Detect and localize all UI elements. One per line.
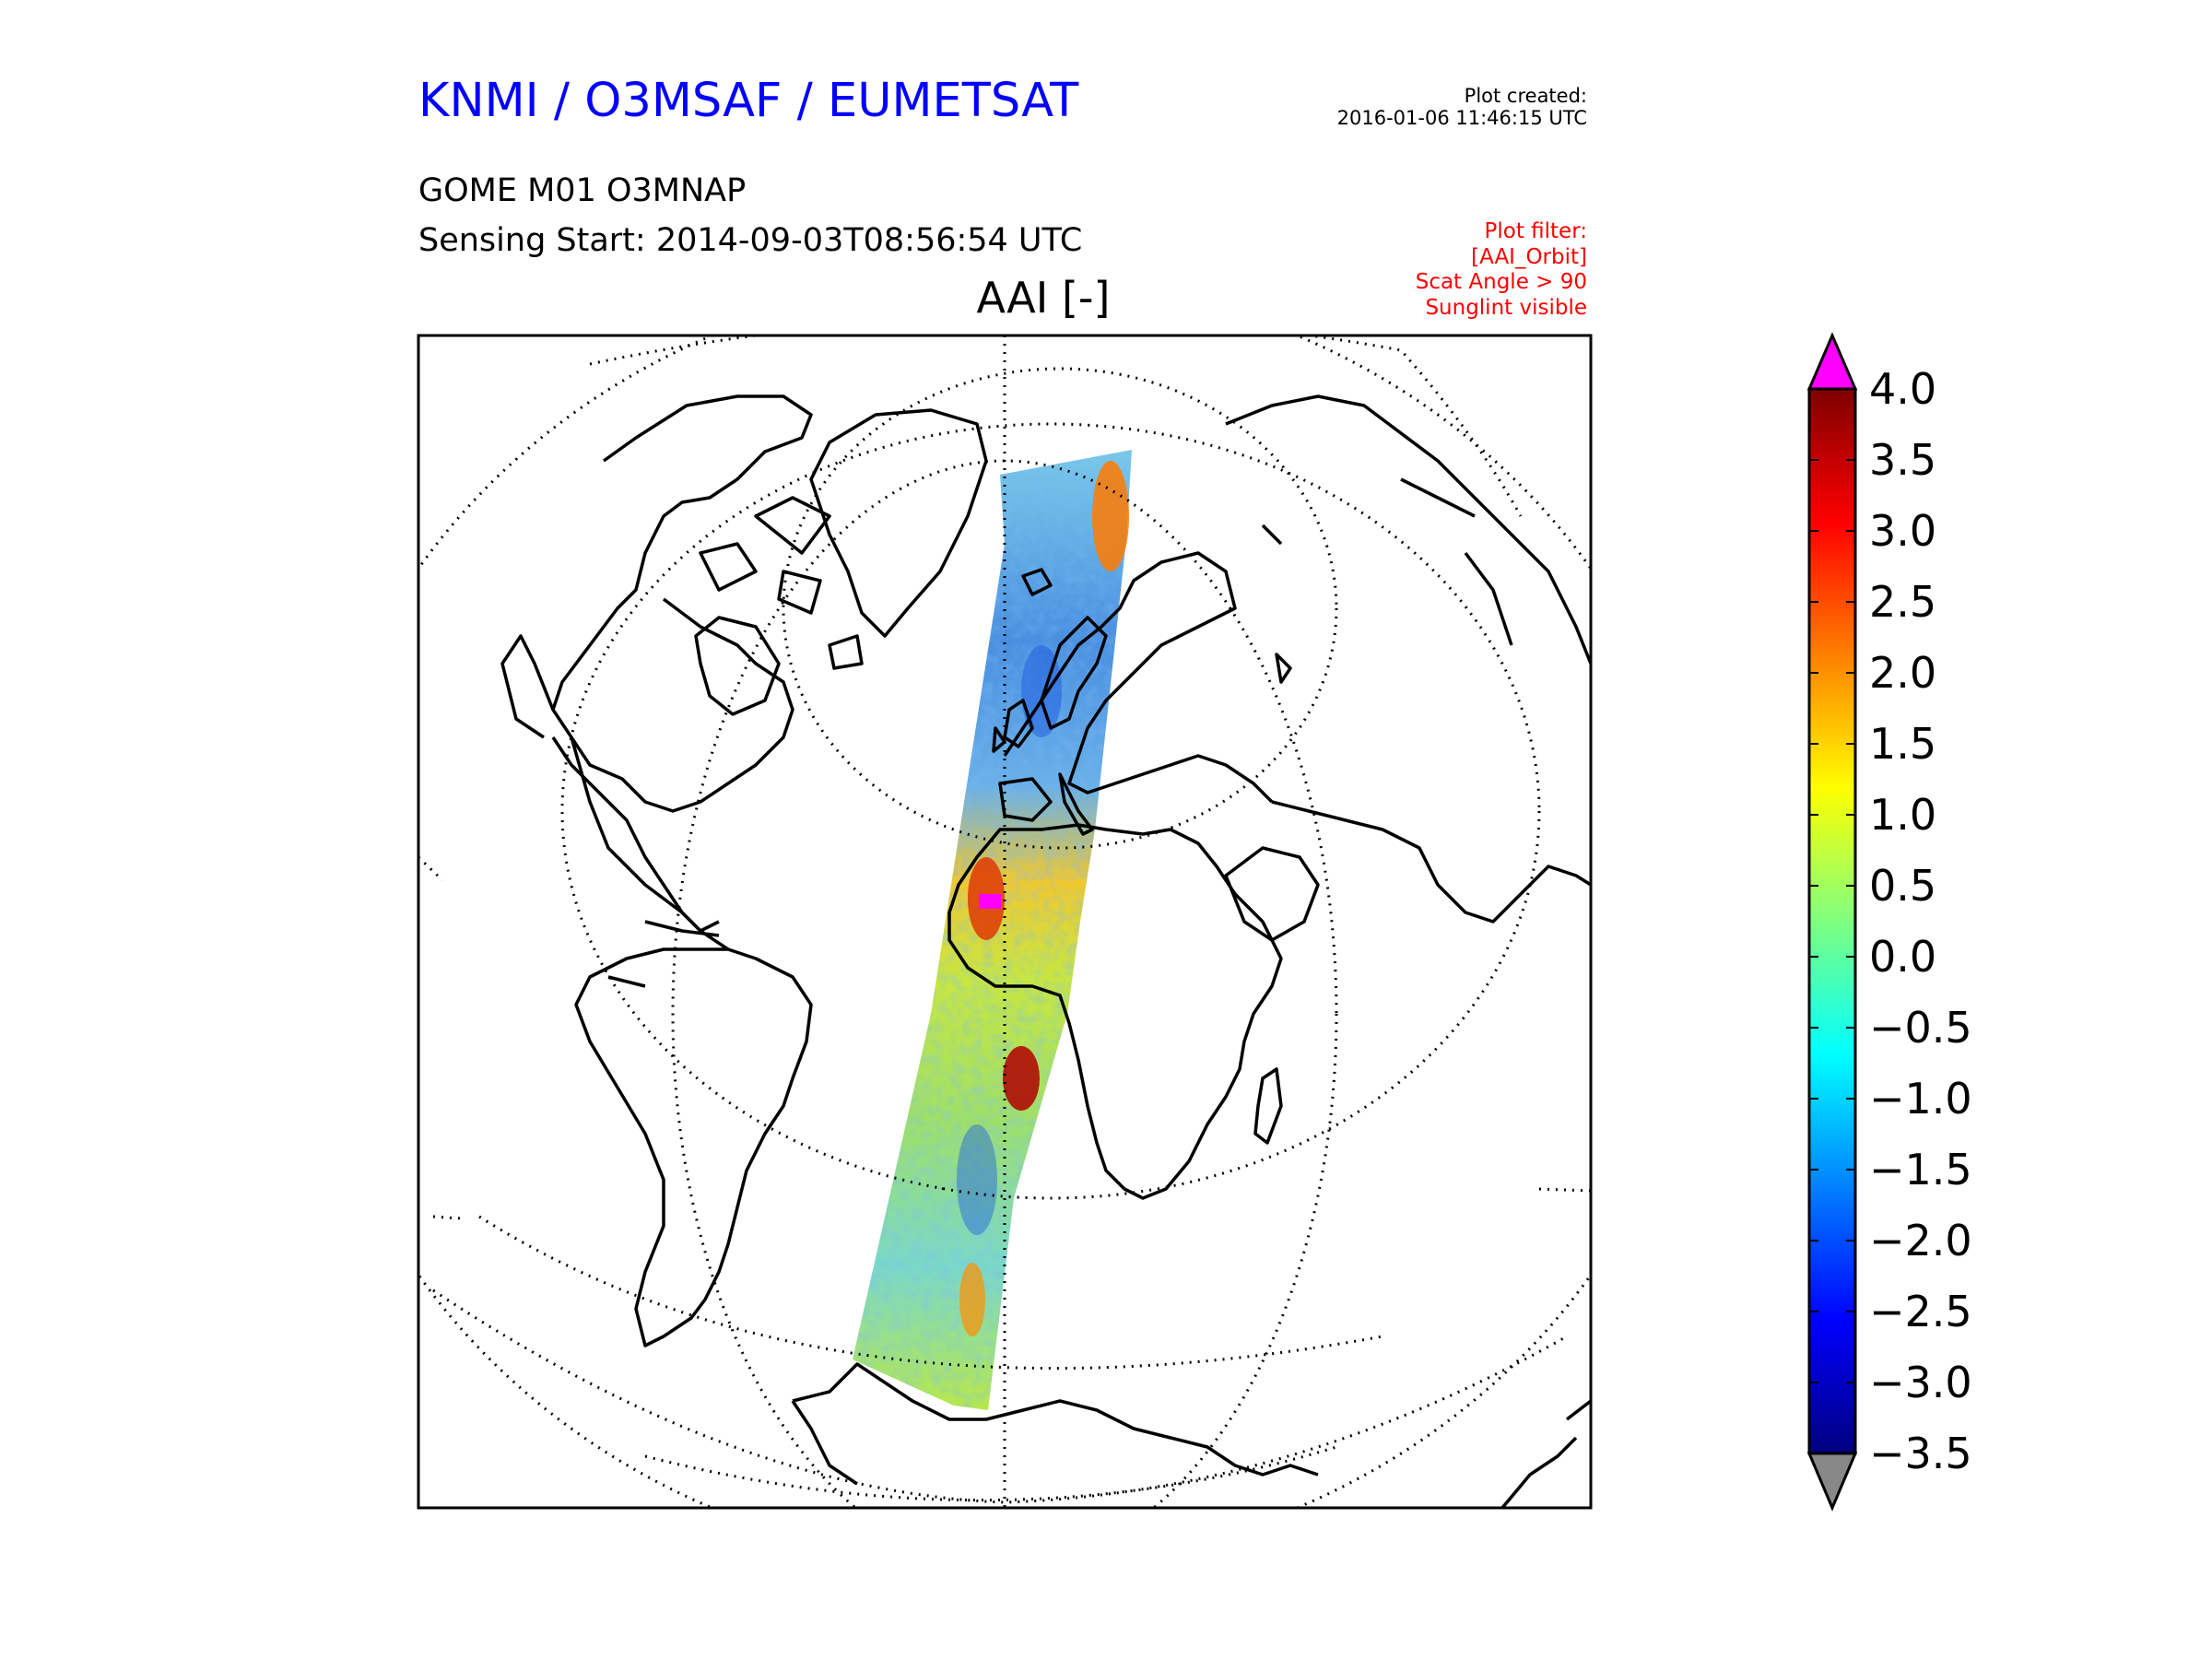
colorbar-tick-label: 0.0 — [1869, 932, 1936, 982]
north-america-coast — [551, 394, 813, 813]
map-title: AAI [-] — [976, 273, 1111, 323]
colorbar-tick-label: −3.5 — [1869, 1429, 1972, 1478]
colorbar-tick-label: −3.0 — [1869, 1358, 1972, 1407]
map-area — [418, 335, 1591, 1508]
colorbar-gradient — [1807, 387, 1857, 1455]
colorbar-ticks: 4.0 3.5 3.0 2.5 2.0 1.5 1.0 0.5 0.0 −0.5 −1.0 −1.5 −… — [1809, 364, 1972, 1478]
filter-line: Sunglint visible — [1425, 295, 1587, 320]
colorbar-tick-label: −2.5 — [1869, 1287, 1972, 1336]
asia-islands — [1261, 477, 1513, 684]
organization-title: KNMI / O3MSAF / EUMETSAT — [418, 74, 1079, 128]
colorbar-tick-label: 4.0 — [1869, 364, 1936, 414]
colorbar-over-max-triangle — [1806, 332, 1858, 391]
colorbar-under-min-triangle — [1806, 1452, 1858, 1512]
map-frame — [417, 334, 1593, 1510]
product-name: GOME M01 O3MNAP — [418, 172, 747, 209]
canadian-archipelago — [699, 496, 864, 670]
plot-created-label: Plot created: — [1464, 85, 1587, 107]
graticule — [418, 335, 1591, 1508]
plot-filter-info: Plot filter: [AAI_Orbit] Scat Angle > 90… — [1416, 219, 1587, 321]
plot-created-time: 2016-01-06 11:46:15 UTC — [1336, 107, 1587, 130]
asia-coast — [1225, 394, 1591, 924]
colorbar-tick-label: 2.0 — [1869, 648, 1936, 698]
greenland-coast — [809, 408, 988, 638]
filter-line: [AAI_Orbit] — [1471, 244, 1587, 269]
africa-coast — [947, 823, 1283, 1200]
colorbar-tick-label: 0.5 — [1869, 861, 1936, 911]
iceland — [1021, 568, 1053, 596]
central-america — [551, 736, 729, 951]
colorbar-tick-label: 3.0 — [1869, 506, 1936, 556]
madagascar — [1253, 1067, 1283, 1145]
plot-created-info: Plot created: 2016-01-06 11:46:15 UTC — [1337, 85, 1587, 129]
colorbar-tick-label: 3.5 — [1869, 435, 1936, 485]
coastlines — [500, 394, 1591, 1508]
colorbar-tick-label: −1.0 — [1869, 1074, 1972, 1124]
filter-line: Scat Angle > 90 — [1415, 270, 1587, 295]
british-isles — [992, 699, 1034, 753]
aai-orbit-swath — [853, 450, 1132, 1410]
colorbar-tick-label: 2.5 — [1869, 577, 1936, 627]
europe-coast — [1003, 551, 1274, 804]
sensing-start: Sensing Start: 2014-09-03T08:56:54 UTC — [418, 222, 1083, 259]
hudson-bay — [694, 616, 781, 716]
colorbar: 4.0 3.5 3.0 2.5 2.0 1.5 1.0 0.5 0.0 −0.5 −1.0 −1.5 −… — [1806, 332, 1972, 1512]
colorbar-tick-label: 1.0 — [1869, 790, 1936, 840]
south-america-coast — [574, 947, 813, 1347]
colorbar-tick-label: −2.0 — [1869, 1216, 1972, 1265]
iberia-italy — [998, 772, 1094, 836]
arabia — [1224, 846, 1320, 942]
over-max-pixels — [979, 894, 1001, 909]
scandinavia — [1040, 616, 1108, 730]
colorbar-tick-label: −0.5 — [1869, 1003, 1972, 1053]
antarctica-coast — [791, 1362, 1591, 1508]
colorbar-tick-label: 1.5 — [1869, 719, 1936, 769]
colorbar-tick-label: −1.5 — [1869, 1145, 1972, 1194]
caribbean — [607, 920, 720, 988]
filter-line: Plot filter: — [1484, 219, 1587, 243]
